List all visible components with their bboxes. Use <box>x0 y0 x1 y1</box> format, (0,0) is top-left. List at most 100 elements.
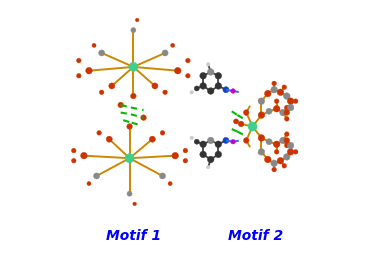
Circle shape <box>200 151 206 158</box>
Circle shape <box>135 19 139 23</box>
Circle shape <box>172 153 179 159</box>
Circle shape <box>277 158 284 164</box>
Circle shape <box>65 153 67 156</box>
Circle shape <box>192 153 194 156</box>
Circle shape <box>194 140 199 145</box>
Circle shape <box>244 110 249 116</box>
Circle shape <box>99 51 105 57</box>
Circle shape <box>163 91 167 95</box>
Circle shape <box>77 59 81 64</box>
Circle shape <box>264 156 271 163</box>
Circle shape <box>282 164 287 168</box>
Circle shape <box>90 39 93 41</box>
Circle shape <box>215 151 222 158</box>
Circle shape <box>109 84 115 90</box>
Circle shape <box>271 87 278 94</box>
Circle shape <box>85 190 88 193</box>
Circle shape <box>169 190 171 193</box>
Circle shape <box>131 28 136 34</box>
Circle shape <box>174 68 181 75</box>
Circle shape <box>200 83 206 90</box>
Circle shape <box>125 154 134 163</box>
Circle shape <box>200 73 206 80</box>
Circle shape <box>69 69 72 71</box>
Circle shape <box>143 16 146 18</box>
Circle shape <box>249 102 254 106</box>
Circle shape <box>183 149 188 153</box>
Circle shape <box>162 51 168 57</box>
Circle shape <box>111 110 115 114</box>
Circle shape <box>272 82 276 86</box>
Circle shape <box>255 98 258 101</box>
Circle shape <box>233 119 239 124</box>
Circle shape <box>81 153 87 159</box>
Circle shape <box>170 44 175 48</box>
Circle shape <box>277 90 284 96</box>
Circle shape <box>118 103 124 108</box>
Circle shape <box>72 159 76 163</box>
Circle shape <box>99 91 104 95</box>
Circle shape <box>114 118 117 121</box>
Circle shape <box>141 207 143 209</box>
Circle shape <box>186 74 190 79</box>
Circle shape <box>207 88 214 95</box>
Circle shape <box>258 149 265 155</box>
Circle shape <box>215 83 222 90</box>
Circle shape <box>190 137 194 140</box>
Circle shape <box>287 143 294 149</box>
Circle shape <box>280 110 286 116</box>
Circle shape <box>97 131 101 136</box>
Circle shape <box>285 117 289 122</box>
Circle shape <box>127 192 132 197</box>
Circle shape <box>272 168 276 172</box>
Circle shape <box>266 109 272 115</box>
Circle shape <box>287 149 294 155</box>
Circle shape <box>285 106 289 110</box>
Circle shape <box>284 138 290 144</box>
Circle shape <box>244 138 249 144</box>
Circle shape <box>160 131 165 136</box>
Circle shape <box>249 148 254 152</box>
Circle shape <box>266 139 272 145</box>
Circle shape <box>194 87 199 92</box>
Circle shape <box>127 124 132 130</box>
Circle shape <box>280 138 286 144</box>
Circle shape <box>231 89 235 94</box>
Circle shape <box>200 141 206 148</box>
Circle shape <box>93 173 100 179</box>
Circle shape <box>87 182 91 186</box>
Circle shape <box>239 122 244 127</box>
Circle shape <box>207 156 214 163</box>
Circle shape <box>271 160 278 167</box>
Circle shape <box>284 110 290 116</box>
Circle shape <box>160 173 165 179</box>
Circle shape <box>131 94 136 100</box>
Circle shape <box>283 93 290 100</box>
Text: Motif 2: Motif 2 <box>228 228 283 242</box>
Circle shape <box>207 69 214 76</box>
Circle shape <box>129 63 138 72</box>
Circle shape <box>141 115 146 121</box>
Circle shape <box>152 84 158 90</box>
Circle shape <box>190 91 194 95</box>
Circle shape <box>264 91 271 98</box>
Circle shape <box>293 150 298 154</box>
Circle shape <box>282 86 287 90</box>
Circle shape <box>273 141 280 148</box>
Circle shape <box>283 154 290 161</box>
Circle shape <box>258 135 265 142</box>
Circle shape <box>174 39 176 41</box>
Circle shape <box>248 122 257 132</box>
Circle shape <box>149 123 153 126</box>
Circle shape <box>186 59 190 64</box>
Circle shape <box>77 74 81 79</box>
Circle shape <box>92 44 96 48</box>
Circle shape <box>287 105 294 111</box>
Circle shape <box>206 63 210 67</box>
Circle shape <box>207 138 214 144</box>
Circle shape <box>86 68 92 75</box>
Circle shape <box>183 159 188 163</box>
Circle shape <box>168 182 172 186</box>
Circle shape <box>106 137 112 143</box>
Circle shape <box>231 140 235 145</box>
